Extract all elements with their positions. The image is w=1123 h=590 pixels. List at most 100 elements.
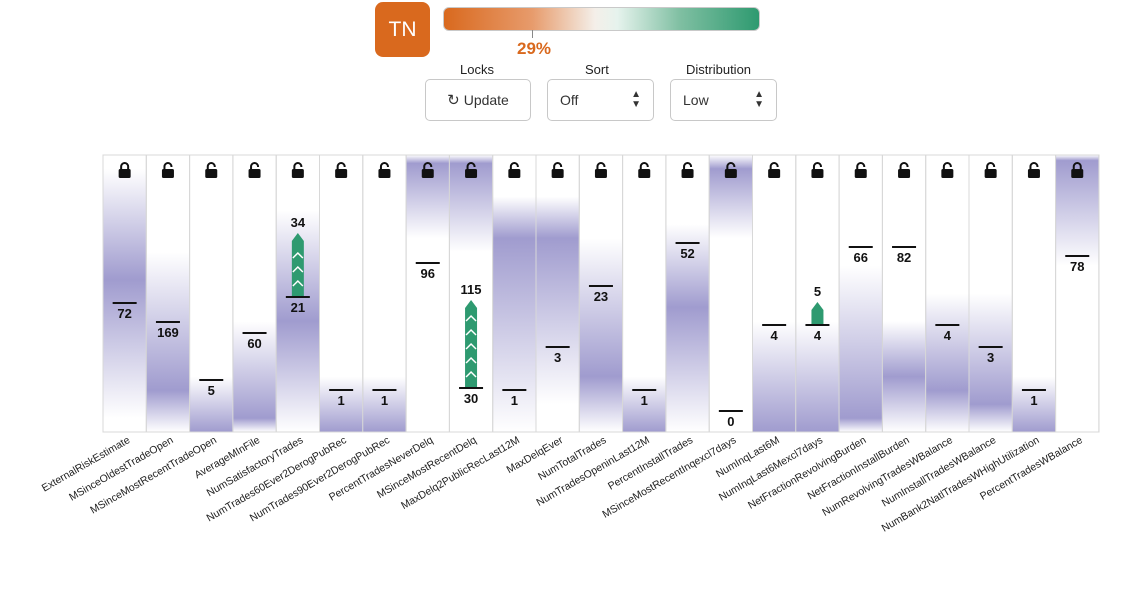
feature-column [232,154,277,433]
lock-open-icon [724,162,737,178]
feature-column [1011,154,1057,433]
lock-body [335,169,348,178]
feature-column [708,154,754,433]
lock-shackle [596,162,606,169]
refresh-icon: ↻ [447,92,460,109]
lock-open-icon [594,162,607,178]
lock-body [465,169,478,178]
lock-shackle [1029,162,1039,169]
value-label: 4 [771,328,779,343]
sort-select[interactable]: Off ▲ ▼ [547,79,654,121]
target-value: 115 [461,282,482,297]
lock-open-icon [1027,162,1040,178]
value-label: 30 [464,391,478,406]
lock-body [248,169,261,178]
select-arrows-icon: ▲ ▼ [754,89,764,110]
feature-column [319,154,364,433]
feature-column [189,154,234,433]
value-label: 4 [814,328,822,343]
value-label: 1 [338,393,345,408]
lock-shackle [986,162,996,169]
change-arrow [291,233,304,297]
lock-open-icon [378,162,391,178]
target-value: 5 [814,284,821,299]
lock-body [118,169,131,178]
lock-body [508,169,521,178]
lock-shackle [379,162,389,169]
lock-body [941,169,954,178]
lock-open-icon [335,162,348,178]
lock-body [681,169,694,178]
lock-shackle [509,162,519,169]
lock-open-icon [768,162,781,178]
value-label: 72 [117,306,131,321]
feature-column [1055,154,1100,433]
value-label: 169 [157,325,179,340]
lock-body [724,169,737,178]
update-button[interactable]: ↻ Update [425,79,531,121]
feature-column [535,154,580,433]
lock-open-icon [465,162,478,178]
feature-column [752,154,797,433]
lock-open-icon [638,162,651,178]
lock-shackle [120,162,130,169]
feature-column [362,154,407,433]
lock-body [594,169,607,178]
feature-column [968,154,1013,433]
feature-column [405,154,450,433]
select-arrows-icon: ▲ ▼ [631,89,641,110]
lock-open-icon [421,162,434,178]
lock-shackle [163,162,173,169]
lock-shackle [942,162,952,169]
value-label: 21 [291,300,305,315]
value-label: 4 [944,328,952,343]
lock-shackle [899,162,909,169]
lock-body [551,169,564,178]
gauge-marker [532,30,533,38]
lock-shackle [683,162,693,169]
lock-body [205,169,218,178]
value-label: 0 [727,414,734,429]
tn-badge: TN [375,2,430,57]
chevron-up-icon [465,328,477,336]
chevron-up-icon [465,370,477,378]
lock-shackle [466,162,476,169]
lock-shackle [1072,162,1082,169]
lock-open-icon [811,162,824,178]
value-label: 1 [641,393,648,408]
lock-open-icon [898,162,911,178]
value-label: 60 [247,336,261,351]
lock-shackle [639,162,649,169]
distribution-select[interactable]: Low ▲ ▼ [670,79,777,121]
lock-shackle [250,162,260,169]
lock-body [898,169,911,178]
lock-body [378,169,391,178]
sort-label: Sort [585,62,609,77]
lock-closed-icon [1071,162,1084,178]
lock-shackle [812,162,822,169]
lock-shackle [769,162,779,169]
update-button-label: Update [463,92,509,108]
feature-column [492,154,537,433]
chevron-up-icon [292,251,304,259]
probability-gauge [443,7,760,31]
feature-column [622,154,667,433]
change-arrow [811,302,824,325]
distribution-label: Distribution [686,62,752,77]
value-label: 1 [381,393,388,408]
lock-shackle [336,162,346,169]
lock-open-icon [681,162,694,178]
lock-open-icon [161,162,174,178]
value-label: 96 [421,266,435,281]
lock-body [161,169,174,178]
chevron-up-icon [465,356,477,364]
value-label: 1 [1030,393,1037,408]
lock-body [1071,169,1084,178]
lock-open-icon [984,162,997,178]
lock-body [768,169,781,178]
feature-column [925,154,970,433]
value-label: 3 [987,350,994,365]
gauge-value: 29% [517,39,552,58]
value-label: 23 [594,289,608,304]
lock-open-icon [291,162,304,178]
